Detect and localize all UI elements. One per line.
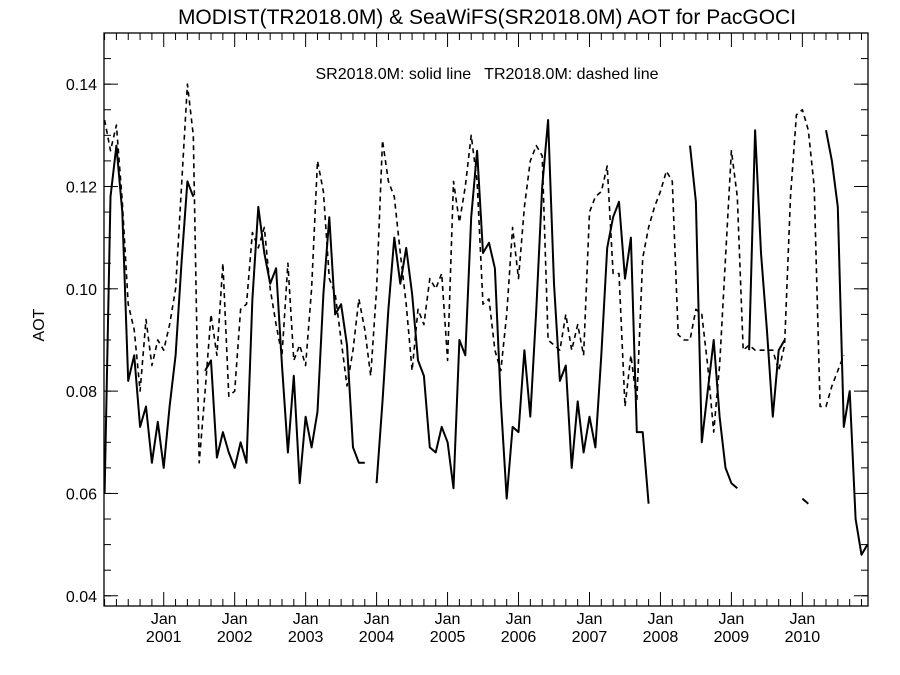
x-tick-label-year: 2001 [146,629,182,646]
x-tick-label-month: Jan [789,611,815,628]
x-tick-label-month: Jan [222,611,248,628]
y-tick-label: 0.06 [66,486,97,503]
x-tick-label-year: 2005 [430,629,466,646]
x-tick-label-year: 2008 [643,629,679,646]
plot-frame [103,32,869,607]
series-line-solid [103,119,869,556]
x-tick-label-month: Jan [435,611,461,628]
y-tick-label: 0.12 [66,179,97,196]
x-tick-label-year: 2004 [359,629,395,646]
y-axis-label: AOT [31,308,48,341]
chart-title: MODIST(TR2018.0M) & SeaWiFS(SR2018.0M) A… [178,6,796,29]
y-tick-label: 0.04 [66,589,97,606]
line-style-note: SR2018.0M: solid line TR2018.0M: dashed … [315,66,658,83]
x-tick-label-year: 2003 [288,629,324,646]
x-tick-label-year: 2009 [714,629,750,646]
x-tick-label-year: 2007 [572,629,608,646]
series-line-dashed [103,83,845,464]
x-tick-label-year: 2010 [785,629,821,646]
x-tick-label-month: Jan [648,611,674,628]
y-tick-label: 0.10 [66,282,97,299]
x-tick-label-month: Jan [577,611,603,628]
x-tick-label-month: Jan [293,611,319,628]
plot-area: SR2018.0M: solid line TR2018.0M: dashed … [66,32,869,646]
x-tick-label-month: Jan [151,611,177,628]
x-tick-label-year: 2006 [501,629,537,646]
x-tick-label-month: Jan [506,611,532,628]
x-tick-label-month: Jan [719,611,745,628]
y-tick-label: 0.08 [66,384,97,401]
x-axis: Jan2001Jan2002Jan2003Jan2004Jan2005Jan20… [104,33,862,646]
y-axis: 0.04 0.06 0.08 0.10 0.12 0.14 [66,58,868,606]
y-tick-label: 0.14 [66,77,97,94]
series-layer [103,83,869,556]
x-tick-label-year: 2002 [217,629,253,646]
x-tick-label-month: Jan [364,611,390,628]
